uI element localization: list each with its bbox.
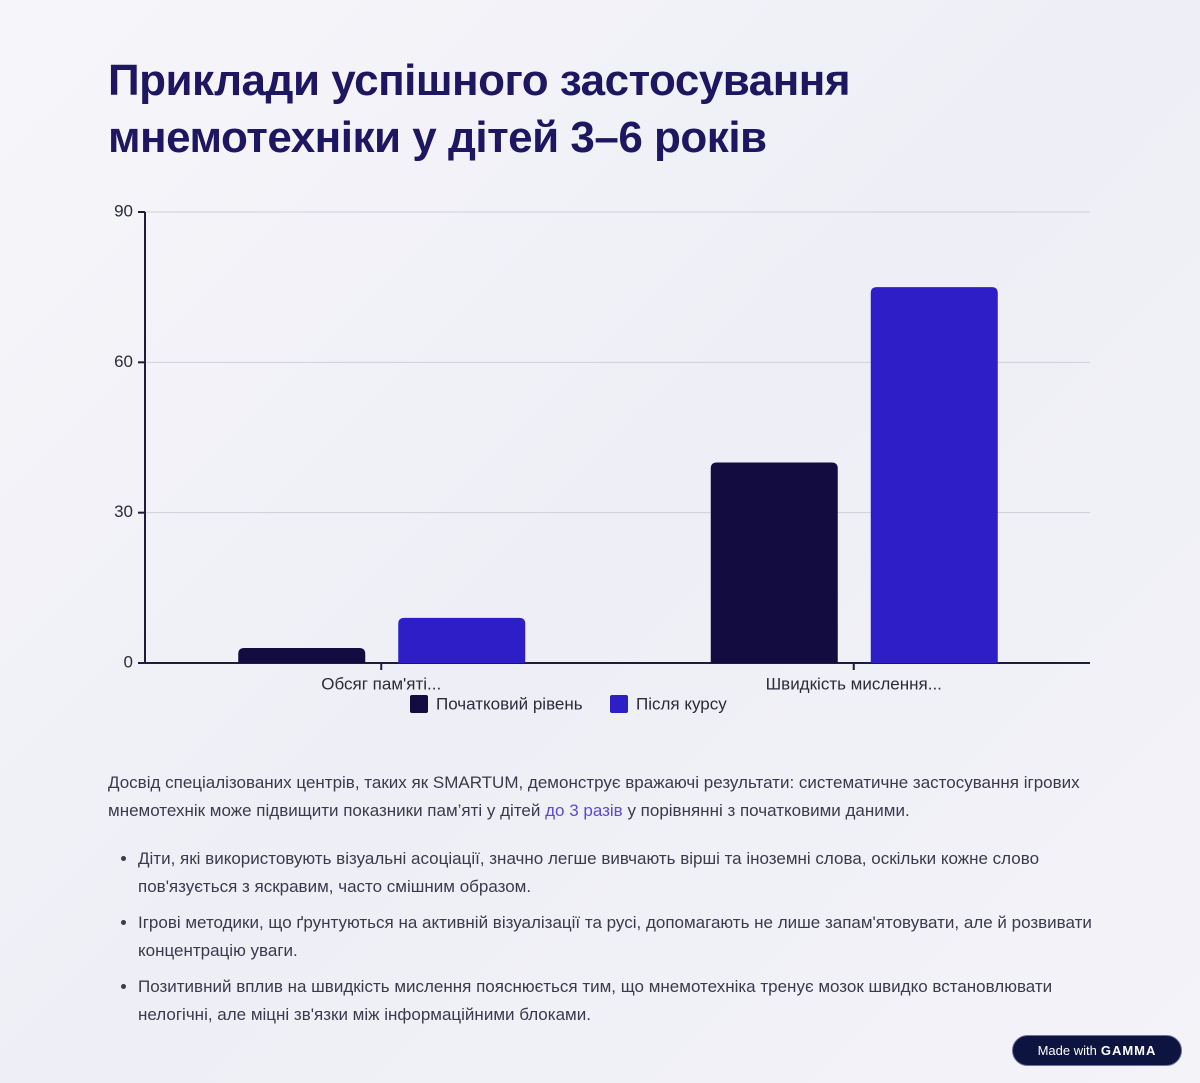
bar	[238, 647, 366, 663]
legend-label: Початковий рівень	[436, 694, 583, 713]
x-tick-label: Швидкість мислення...	[766, 674, 942, 693]
bar	[398, 617, 526, 663]
y-tick-label: 60	[114, 352, 133, 371]
bar	[870, 287, 998, 663]
y-tick-label: 0	[124, 652, 133, 671]
bullet: Діти, які використовують візуальні асоці…	[138, 845, 1128, 901]
bullet: Позитивний вплив на швидкість мислення п…	[138, 973, 1128, 1029]
legend-swatch	[410, 695, 428, 713]
x-tick-label: Обсяг пам'яті...	[321, 674, 441, 693]
paragraph: Досвід спеціалізованих центрів, таких як…	[108, 769, 1098, 825]
text: Досвід спеціалізованих центрів, таких як…	[108, 773, 1080, 820]
title: Приклади успішного застосування мнемотех…	[108, 56, 851, 162]
legend-label: Після курсу	[636, 694, 727, 713]
badge-brand: GAMMA	[1100, 1043, 1157, 1058]
y-tick-label: 90	[114, 201, 133, 220]
chart: 0 30 60 90 Обсяг пам'яті... Швидкість мисленн…	[114, 201, 1090, 713]
gamma-badge[interactable]: Made with GAMMA	[1012, 1035, 1182, 1066]
bullet-list: Діти, які використовують візуальні асоці…	[108, 845, 1128, 1037]
legend-swatch	[610, 695, 628, 713]
y-tick-label: 30	[114, 502, 133, 521]
bullet: Ігрові методики, що ґрунтуються на актив…	[138, 909, 1128, 965]
text: у порівнянні з початковими даними.	[622, 801, 910, 820]
badge-text: Made with	[1037, 1043, 1097, 1058]
bar	[710, 462, 838, 663]
highlight: до 3 разів	[545, 801, 623, 820]
